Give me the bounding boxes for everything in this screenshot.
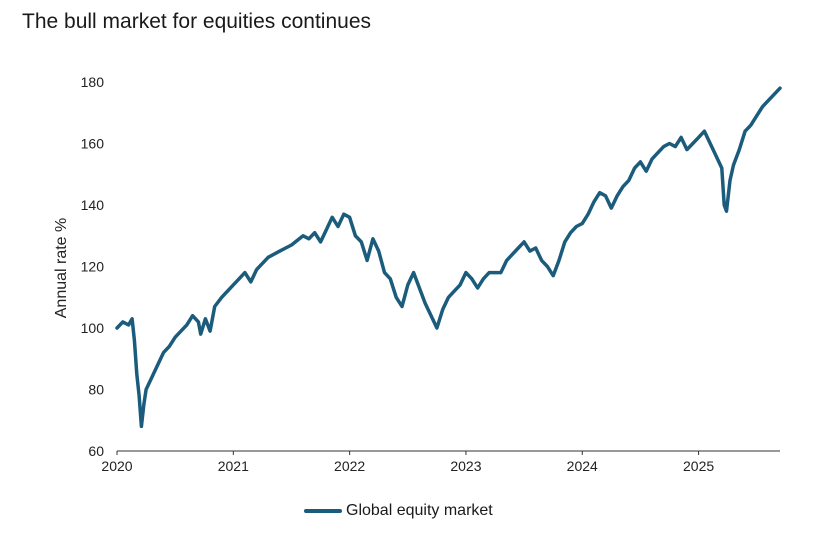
- y-axis-label: Annual rate %: [53, 218, 70, 319]
- y-tick-label: 160: [81, 136, 105, 152]
- y-tick-label: 180: [81, 74, 105, 90]
- x-tick-label: 2020: [101, 458, 132, 474]
- legend-swatch: [304, 509, 342, 513]
- x-tick-label: 2025: [683, 458, 714, 474]
- y-tick-label: 60: [88, 443, 104, 459]
- y-tick-label: 140: [81, 197, 105, 213]
- y-axis-ticks: 60 80 100 120 140 160 180: [81, 74, 105, 459]
- series-line-global-equity-market: [115, 86, 782, 429]
- x-tick-label: 2022: [334, 458, 365, 474]
- chart-title: The bull market for equities continues: [22, 10, 372, 33]
- y-tick-label: 100: [81, 320, 105, 336]
- y-tick-label: 120: [81, 259, 105, 275]
- y-tick-label: 80: [88, 382, 104, 398]
- legend: Global equity market: [304, 502, 493, 520]
- series-group: [115, 86, 782, 429]
- x-axis-ticks: 2020 2021 2022 2023 2024 2025: [101, 451, 714, 474]
- legend-label: Global equity market: [346, 502, 493, 519]
- x-tick-label: 2023: [450, 458, 481, 474]
- x-tick-label: 2021: [218, 458, 249, 474]
- x-tick-label: 2024: [567, 458, 598, 474]
